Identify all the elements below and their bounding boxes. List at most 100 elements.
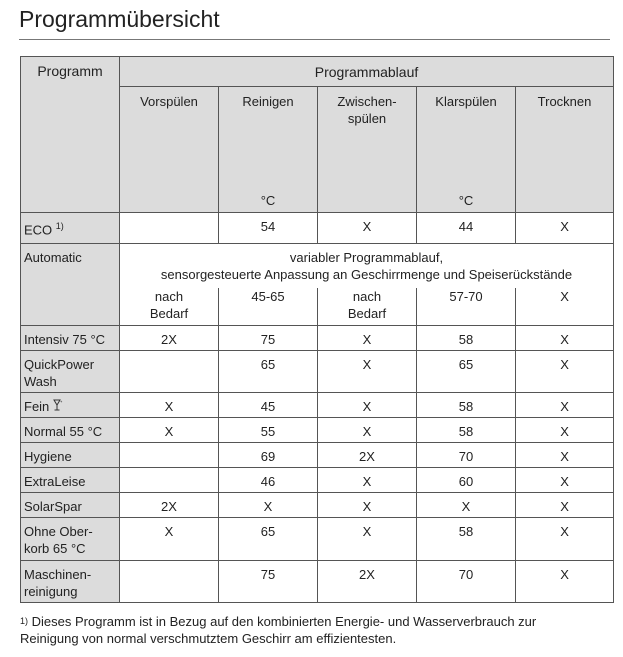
column-header: Zwischen- spülen bbox=[317, 86, 417, 213]
table-cell: X bbox=[317, 492, 417, 518]
table-cell: 58 bbox=[416, 517, 516, 561]
table-cell: 70 bbox=[416, 560, 516, 603]
table-cell: X bbox=[514, 287, 615, 326]
table-row: ExtraLeise 46 X 60 X bbox=[20, 467, 615, 493]
wine-glass-icon: + bbox=[49, 399, 63, 414]
table-cell: X bbox=[514, 417, 615, 443]
table-row: Automatic variabler Programmablauf, sensor… bbox=[20, 243, 615, 326]
table-cell: 45-65 bbox=[218, 287, 318, 326]
table-cell: 75 bbox=[218, 560, 318, 603]
program-table: Programm Programmablauf Vorspülen Reinige… bbox=[20, 56, 615, 603]
column-unit: °C bbox=[458, 193, 474, 208]
table-cell: X bbox=[317, 325, 417, 351]
table-row: QuickPower Wash 65 X 65 X bbox=[20, 350, 615, 393]
table-cell: X bbox=[416, 492, 516, 518]
column-label: Reinigen bbox=[242, 94, 294, 109]
program-name: SolarSpar bbox=[20, 492, 120, 518]
automatic-note-line-2: sensorgesteuerte Anpassung an Geschirrme… bbox=[160, 267, 573, 282]
table-cell bbox=[119, 212, 219, 244]
program-name: Normal 55 °C bbox=[20, 417, 120, 443]
program-name: QuickPower Wash bbox=[20, 350, 120, 393]
table-cell bbox=[119, 560, 219, 603]
program-name: Intensiv 75 °C bbox=[20, 325, 120, 351]
column-header: Vorspülen bbox=[119, 86, 219, 213]
program-name: Fein + bbox=[20, 392, 120, 418]
table-cell: X bbox=[514, 392, 615, 418]
program-label: SolarSpar bbox=[24, 499, 82, 514]
table-cell: X bbox=[317, 212, 417, 244]
table-cell: nach Bedarf bbox=[317, 287, 417, 326]
table-cell: X bbox=[317, 517, 417, 561]
automatic-note: variabler Programmablauf, sensorgesteuert… bbox=[118, 243, 615, 288]
table-cell: 65 bbox=[218, 350, 318, 393]
table-cell: 44 bbox=[416, 212, 516, 244]
table-cell bbox=[119, 467, 219, 493]
table-cell: 65 bbox=[416, 350, 516, 393]
table-cell: 58 bbox=[416, 325, 516, 351]
table-row: Fein + X 45 X 58 X bbox=[20, 392, 615, 418]
column-label: Zwischen- spülen bbox=[337, 94, 397, 126]
page-title: Programmübersicht bbox=[19, 6, 220, 32]
table-cell: 69 bbox=[218, 442, 318, 468]
table-cell: X bbox=[119, 517, 219, 561]
table-row: SolarSpar 2X X X X X bbox=[20, 492, 615, 518]
table-cell: 2X bbox=[317, 560, 417, 603]
table-cell: X bbox=[119, 417, 219, 443]
program-label: Ohne Ober- korb 65 °C bbox=[24, 524, 93, 556]
table-row: Normal 55 °C X 55 X 58 X bbox=[20, 417, 615, 443]
table-cell: 46 bbox=[218, 467, 318, 493]
table-cell: 57-70 bbox=[416, 287, 516, 326]
table-cell: 65 bbox=[218, 517, 318, 561]
table-cell: 55 bbox=[218, 417, 318, 443]
table-cell bbox=[119, 350, 219, 393]
table-cell: X bbox=[119, 392, 219, 418]
column-label: Klarspülen bbox=[435, 94, 497, 109]
column-label: Trocknen bbox=[537, 94, 592, 109]
table-row: Maschinen- reinigung 75 2X 70 X bbox=[20, 560, 615, 603]
program-name: Automatic bbox=[20, 243, 120, 326]
table-cell: 2X bbox=[119, 492, 219, 518]
column-label: Vorspülen bbox=[140, 94, 198, 109]
program-label: Hygiene bbox=[24, 449, 72, 464]
footnote: 1) Dieses Programm ist in Bezug auf den … bbox=[20, 613, 610, 647]
program-name: Maschinen- reinigung bbox=[20, 560, 120, 603]
table-cell: 2X bbox=[317, 442, 417, 468]
table-cell: 2X bbox=[119, 325, 219, 351]
table-cell: X bbox=[514, 492, 615, 518]
program-name: Ohne Ober- korb 65 °C bbox=[20, 517, 120, 561]
footnote-line-2: Reinigung von normal verschmutztem Gesch… bbox=[20, 631, 397, 646]
program-label: ExtraLeise bbox=[24, 474, 86, 489]
table-cell: 54 bbox=[218, 212, 318, 244]
table-cell: X bbox=[514, 467, 615, 493]
program-label: Maschinen- reinigung bbox=[24, 567, 92, 599]
table-cell: X bbox=[317, 467, 417, 493]
column-unit: °C bbox=[260, 193, 276, 208]
table-row: Intensiv 75 °C 2X 75 X 58 X bbox=[20, 325, 615, 351]
program-label: QuickPower Wash bbox=[24, 357, 95, 389]
table-cell: X bbox=[317, 392, 417, 418]
program-name: ExtraLeise bbox=[20, 467, 120, 493]
table-cell: nach Bedarf bbox=[119, 287, 219, 326]
table-cell: 70 bbox=[416, 442, 516, 468]
column-header: Trocknen bbox=[514, 86, 615, 213]
program-label: ECO bbox=[24, 222, 53, 238]
table-cell: X bbox=[317, 417, 417, 443]
automatic-note-line-1: variabler Programmablauf, bbox=[289, 250, 444, 265]
table-row: ECO 1) 54 X 44 X bbox=[20, 212, 615, 244]
column-header: Klarspülen °C bbox=[416, 86, 516, 213]
program-label: Intensiv 75 °C bbox=[24, 332, 106, 347]
table-cell: X bbox=[514, 212, 615, 244]
table-row: nach Bedarf 45-65 nach Bedarf 57-70 X bbox=[21, 287, 615, 326]
table-cell: X bbox=[514, 560, 615, 603]
table-cell: 58 bbox=[416, 392, 516, 418]
header-program: Programm bbox=[20, 56, 120, 213]
title-divider bbox=[19, 39, 610, 40]
table-cell: 60 bbox=[416, 467, 516, 493]
table-cell: X bbox=[218, 492, 318, 518]
table-row: Ohne Ober- korb 65 °C X 65 X 58 X bbox=[20, 517, 615, 561]
table-cell: X bbox=[514, 350, 615, 393]
table-row: Hygiene 69 2X 70 X bbox=[20, 442, 615, 468]
table-cell: 75 bbox=[218, 325, 318, 351]
table-cell: X bbox=[514, 517, 615, 561]
footnote-line-1: Dieses Programm ist in Bezug auf den kom… bbox=[31, 614, 537, 629]
